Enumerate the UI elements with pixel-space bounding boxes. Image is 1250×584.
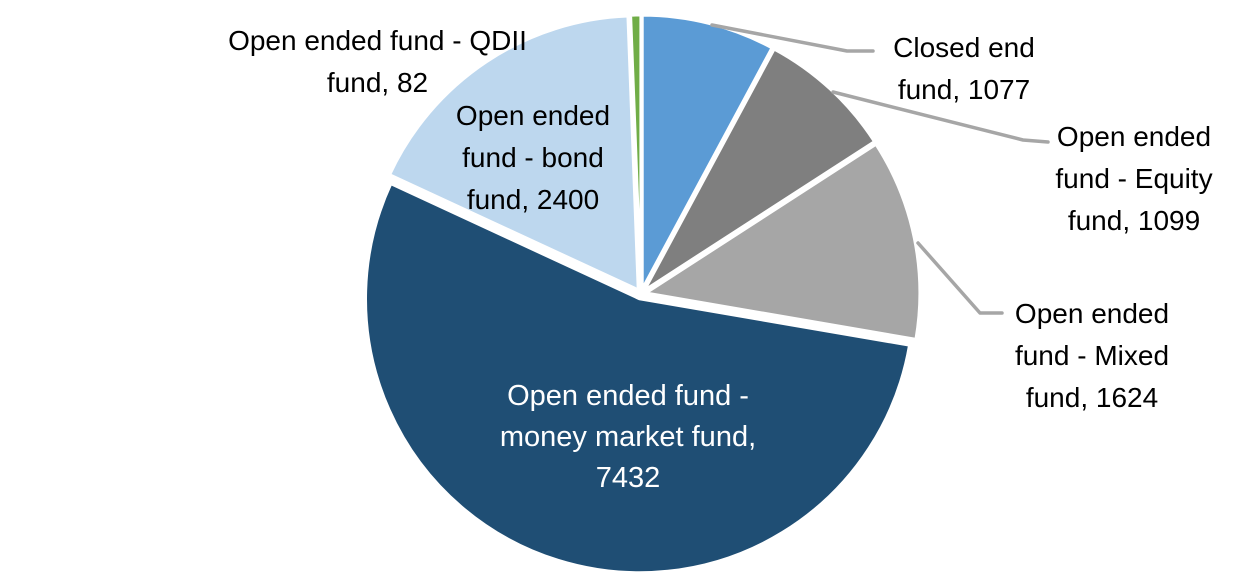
pie-slice-1 xyxy=(643,46,877,292)
label-equity-fund: Open ended fund - Equity fund, 1099 xyxy=(1028,116,1240,242)
leader-line-equity-fund xyxy=(831,90,1050,144)
label-line: Open ended fund - xyxy=(507,380,749,412)
pie-slice-3 xyxy=(364,181,912,575)
label-line: Open ended xyxy=(1056,121,1212,152)
label-money-market-fund: Open ended fund - money market fund, 743… xyxy=(428,376,828,499)
label-line: fund - Equity xyxy=(1055,163,1213,194)
label-line: fund, 1099 xyxy=(1067,205,1201,236)
label-mixed-fund: Open ended fund - Mixed fund, 1624 xyxy=(984,293,1200,419)
label-qdii-fund: Open ended fund - QDII fund, 82 xyxy=(170,20,585,104)
pie-slices xyxy=(364,13,922,575)
label-line: 7432 xyxy=(595,462,661,494)
pie-slice-4 xyxy=(387,14,640,293)
label-line: fund, 2400 xyxy=(466,184,600,215)
leader-line-mixed-fund xyxy=(916,241,1004,315)
label-line: fund, 82 xyxy=(326,67,429,98)
pie-slice-2 xyxy=(641,142,922,342)
label-line: money market fund, xyxy=(499,421,757,453)
label-bond-fund: Open ended fund - bond fund, 2400 xyxy=(418,95,648,221)
label-line: Open ended xyxy=(455,100,611,131)
label-line: fund, 1624 xyxy=(1025,382,1159,413)
label-line: fund, 1077 xyxy=(897,74,1031,105)
label-line: fund - Mixed xyxy=(1014,340,1170,371)
leader-line-closed-end-fund xyxy=(710,23,875,53)
label-line: Open ended fund - QDII xyxy=(228,25,527,56)
label-line: Closed end xyxy=(893,32,1035,63)
label-closed-end-fund: Closed end fund, 1077 xyxy=(858,27,1070,111)
label-line: fund - bond xyxy=(462,142,604,173)
label-line: Open ended xyxy=(1014,298,1170,329)
pie-slice-5 xyxy=(629,13,643,290)
pie-slice-0 xyxy=(640,13,775,290)
